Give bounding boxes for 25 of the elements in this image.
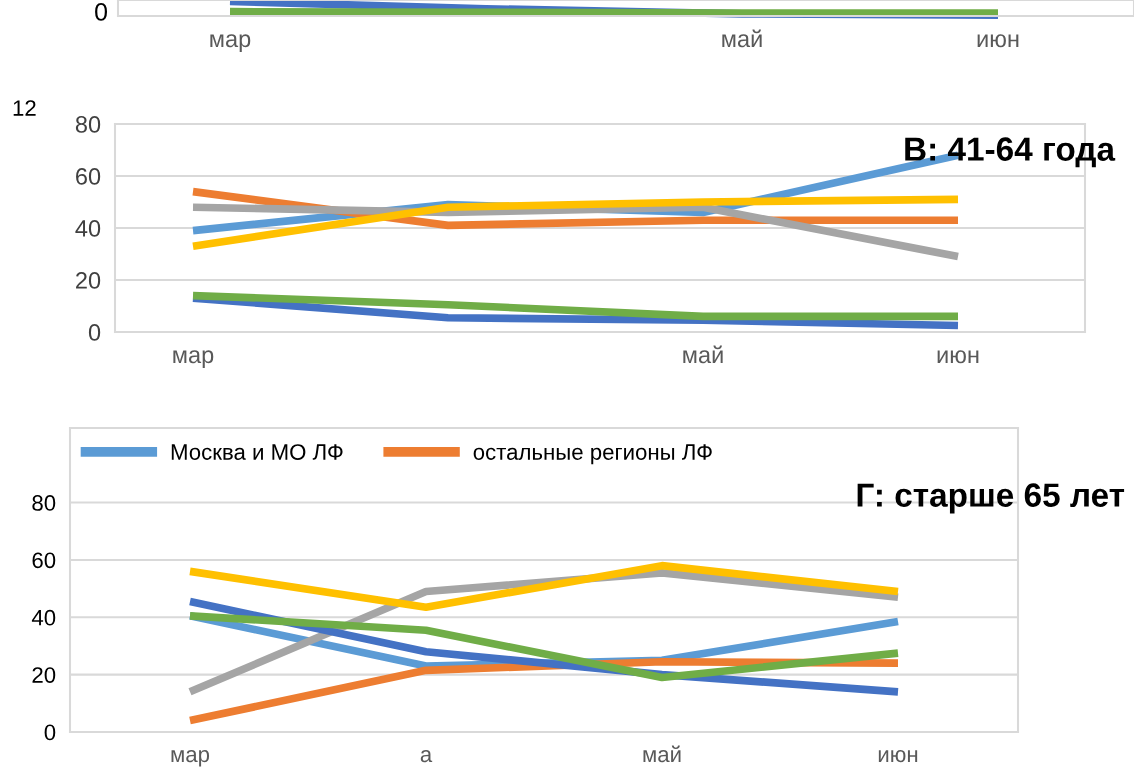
y-tick-label: 0 — [88, 324, 101, 341]
y-tick-label: 80 — [32, 495, 56, 511]
y-tick-label: 20 — [32, 667, 56, 683]
y-tick-label: 40 — [31, 609, 56, 626]
x-tick-label: мар — [171, 750, 210, 767]
x-tick-label: а — [420, 750, 433, 763]
x-tick-label: май — [722, 29, 762, 48]
x-tick-label: май — [683, 345, 723, 364]
y-tick-label: 20 — [76, 272, 101, 289]
y-tick-label: 80 — [75, 116, 101, 133]
text: Г: старше 65 лет — [857, 483, 1125, 514]
x-tick-label: мар — [210, 34, 251, 52]
y-tick-label: 60 — [76, 168, 101, 185]
x-tick-label: июн — [937, 350, 979, 364]
legend-label: остальные регионы ЛФ — [473, 444, 712, 465]
legend-label: Москва и МО ЛФ — [171, 444, 343, 460]
x-tick-label: июн — [977, 34, 1019, 48]
text: 12 — [13, 100, 36, 116]
y-tick-label: 40 — [75, 220, 101, 237]
y-tick-label: 60 — [32, 552, 56, 569]
y-tick-label: 0 — [44, 724, 56, 741]
x-tick-label: май — [643, 745, 681, 763]
x-tick-label: мар — [173, 350, 214, 368]
x-tick-label: июн — [878, 750, 918, 763]
chart-title: В: 41-64 года — [905, 137, 1116, 168]
